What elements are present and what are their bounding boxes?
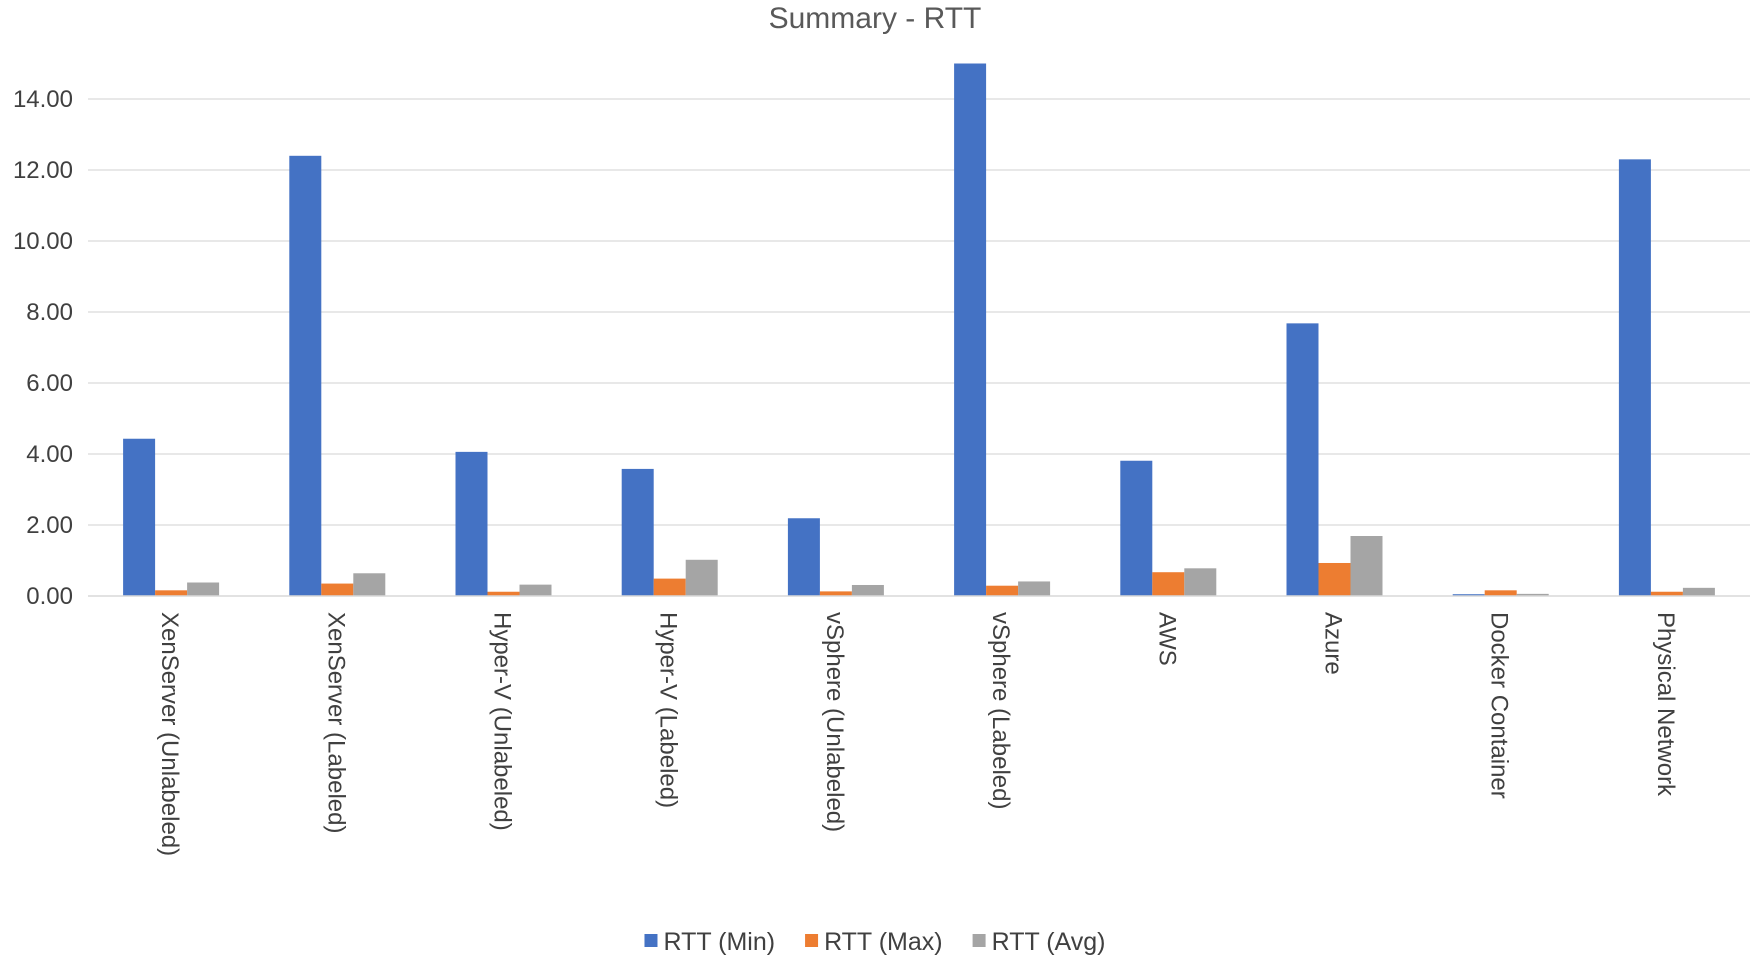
bar-rtt-min [954, 63, 987, 596]
bar-rtt-avg [187, 582, 220, 596]
legend-label: RTT (Avg) [992, 928, 1106, 956]
bar-rtt-max [1152, 572, 1185, 596]
bar-rtt-min [787, 518, 820, 596]
y-axis-ticks: 0.00 2.00 4.00 6.00 8.00 10.00 12.00 14.00 [13, 86, 73, 610]
legend-swatch [805, 934, 819, 947]
bar-rtt-avg [1018, 581, 1051, 596]
bar-rtt-min [289, 155, 322, 597]
x-category-label: Physical Network [1652, 612, 1679, 797]
bar-rtt-min [123, 438, 156, 596]
bar-rtt-avg [1350, 536, 1383, 596]
x-category-label: XenServer (Unlabeled) [156, 612, 183, 856]
y-tick-label: 12.00 [13, 157, 73, 184]
x-category-label: Hyper-V (Labeled) [655, 612, 682, 808]
bar-rtt-min [1120, 460, 1153, 596]
y-tick-label: 4.00 [26, 441, 73, 468]
bar-rtt-max [155, 590, 188, 596]
bar-rtt-max [1318, 562, 1351, 596]
legend-swatch [644, 934, 658, 947]
x-category-label: XenServer (Labeled) [322, 612, 349, 833]
bar-rtt-max [1484, 590, 1517, 596]
y-tick-label: 8.00 [26, 299, 73, 326]
x-category-label: Hyper-V (Unlabeled) [489, 612, 516, 831]
y-tick-label: 0.00 [26, 583, 73, 610]
bar-rtt-avg [1516, 593, 1549, 596]
bar-rtt-max [321, 583, 354, 596]
bar-rtt-avg [851, 584, 884, 596]
y-tick-label: 2.00 [26, 512, 73, 539]
x-axis-categories: XenServer (Unlabeled) XenServer (Labeled)… [156, 612, 1679, 856]
y-tick-label: 14.00 [13, 86, 73, 113]
bar-rtt-min [1286, 323, 1319, 596]
bar-rtt-min [455, 451, 488, 596]
bar-rtt-avg [685, 559, 718, 596]
bar-rtt-max [653, 578, 686, 596]
bar-rtt-avg [353, 573, 386, 596]
x-category-label: vSphere (Labeled) [987, 612, 1014, 809]
bar-rtt-avg [1184, 568, 1217, 596]
bar-rtt-avg [519, 584, 552, 596]
bar-rtt-max [986, 585, 1019, 596]
gridlines [88, 98, 1750, 526]
y-tick-label: 6.00 [26, 370, 73, 397]
legend-swatch [972, 934, 986, 947]
bar-rtt-min [621, 468, 654, 596]
bar-rtt-avg [1682, 587, 1715, 596]
y-tick-label: 10.00 [13, 228, 73, 255]
x-category-label: Docker Container [1486, 612, 1513, 799]
chart-title: Summary - RTT [769, 2, 982, 35]
bar-rtt-max [819, 591, 852, 596]
legend-label: RTT (Max) [824, 928, 943, 956]
bar-rtt-max [1650, 591, 1683, 596]
legend: RTT (Min) RTT (Max) RTT (Avg) [644, 928, 1106, 956]
x-category-label: vSphere (Unlabeled) [821, 612, 848, 832]
x-category-label: AWS [1153, 612, 1180, 666]
bar-rtt-min [1452, 594, 1485, 596]
x-category-label: Azure [1320, 612, 1347, 675]
bars [123, 63, 1715, 597]
legend-label: RTT (Min) [663, 928, 775, 956]
bar-rtt-max [487, 591, 520, 596]
bar-rtt-min [1618, 159, 1651, 596]
